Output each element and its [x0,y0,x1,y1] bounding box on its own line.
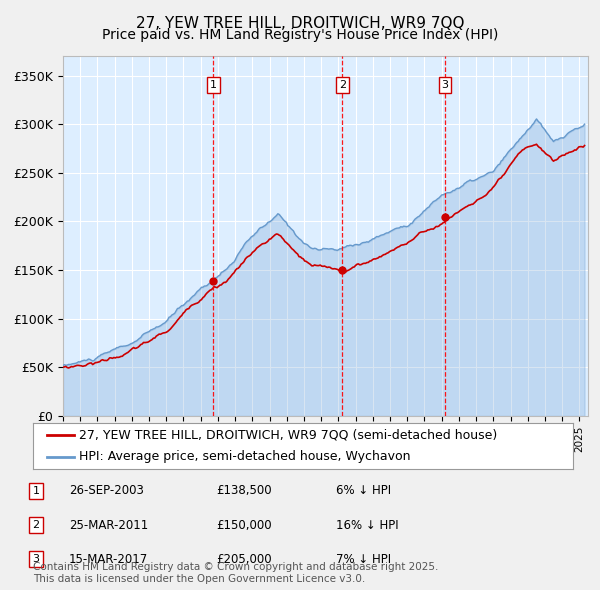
Text: 6% ↓ HPI: 6% ↓ HPI [336,484,391,497]
Text: 3: 3 [32,555,40,564]
Text: £205,000: £205,000 [216,553,272,566]
Text: 3: 3 [442,80,449,90]
Text: 25-MAR-2011: 25-MAR-2011 [69,519,148,532]
Text: £138,500: £138,500 [216,484,272,497]
Text: 7% ↓ HPI: 7% ↓ HPI [336,553,391,566]
Text: £150,000: £150,000 [216,519,272,532]
Text: 2: 2 [339,80,346,90]
Text: 26-SEP-2003: 26-SEP-2003 [69,484,144,497]
Text: 27, YEW TREE HILL, DROITWICH, WR9 7QQ (semi-detached house): 27, YEW TREE HILL, DROITWICH, WR9 7QQ (s… [79,429,497,442]
Text: HPI: Average price, semi-detached house, Wychavon: HPI: Average price, semi-detached house,… [79,450,410,463]
Text: Contains HM Land Registry data © Crown copyright and database right 2025.
This d: Contains HM Land Registry data © Crown c… [33,562,439,584]
Text: 16% ↓ HPI: 16% ↓ HPI [336,519,398,532]
Text: 2: 2 [32,520,40,530]
Text: 15-MAR-2017: 15-MAR-2017 [69,553,148,566]
Text: 27, YEW TREE HILL, DROITWICH, WR9 7QQ: 27, YEW TREE HILL, DROITWICH, WR9 7QQ [136,16,464,31]
Text: 1: 1 [32,486,40,496]
Text: 1: 1 [210,80,217,90]
Text: Price paid vs. HM Land Registry's House Price Index (HPI): Price paid vs. HM Land Registry's House … [102,28,498,42]
